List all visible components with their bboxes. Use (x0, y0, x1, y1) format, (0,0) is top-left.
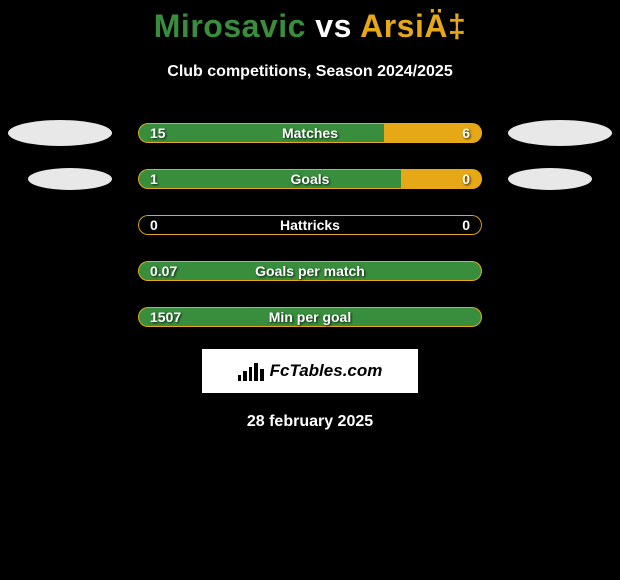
bar-left-fill (138, 169, 401, 189)
stat-bar: 1 Goals 0 (138, 169, 482, 189)
stat-left-value: 1 (150, 171, 158, 187)
stat-left-value: 15 (150, 125, 166, 141)
bar-left-fill (138, 123, 384, 143)
stat-right-value: 0 (462, 217, 470, 233)
player1-marker (28, 168, 112, 190)
stat-bar: 15 Matches 6 (138, 123, 482, 143)
stat-name: Goals (291, 171, 330, 187)
stat-row: 0 Hattricks 0 (0, 215, 620, 235)
stat-row: 15 Matches 6 (0, 123, 620, 143)
stat-right-value: 6 (462, 125, 470, 141)
stat-bar: 1507 Min per goal (138, 307, 482, 327)
player2-marker (508, 168, 592, 190)
stat-bar: 0 Hattricks 0 (138, 215, 482, 235)
title: Mirosavic vs ArsiÄ‡ (154, 8, 466, 45)
subtitle: Club competitions, Season 2024/2025 (167, 63, 452, 81)
date-text: 28 february 2025 (247, 413, 373, 431)
vs-text: vs (315, 8, 352, 44)
stat-row: 1507 Min per goal (0, 307, 620, 327)
stat-row: 1 Goals 0 (0, 169, 620, 189)
stat-left-value: 0 (150, 217, 158, 233)
bar-chart-icon (238, 361, 264, 381)
stat-right-value: 0 (462, 171, 470, 187)
player2-marker (508, 120, 612, 146)
stat-row: 0.07 Goals per match (0, 261, 620, 281)
stat-name: Min per goal (269, 309, 351, 325)
comparison-card: Mirosavic vs ArsiÄ‡ Club competitions, S… (0, 0, 620, 431)
source-badge: FcTables.com (202, 349, 418, 393)
stat-left-value: 0.07 (150, 263, 177, 279)
stat-name: Hattricks (280, 217, 340, 233)
player1-name: Mirosavic (154, 8, 306, 44)
stat-name: Matches (282, 125, 338, 141)
stat-left-value: 1507 (150, 309, 181, 325)
comparison-rows: 15 Matches 6 1 Goals 0 0 Hattricks 0 0.07 Goals pe… (0, 123, 620, 327)
player1-marker (8, 120, 112, 146)
stat-bar: 0.07 Goals per match (138, 261, 482, 281)
stat-name: Goals per match (255, 263, 365, 279)
badge-text: FcTables.com (270, 361, 383, 381)
player2-name: ArsiÄ‡ (360, 8, 466, 44)
